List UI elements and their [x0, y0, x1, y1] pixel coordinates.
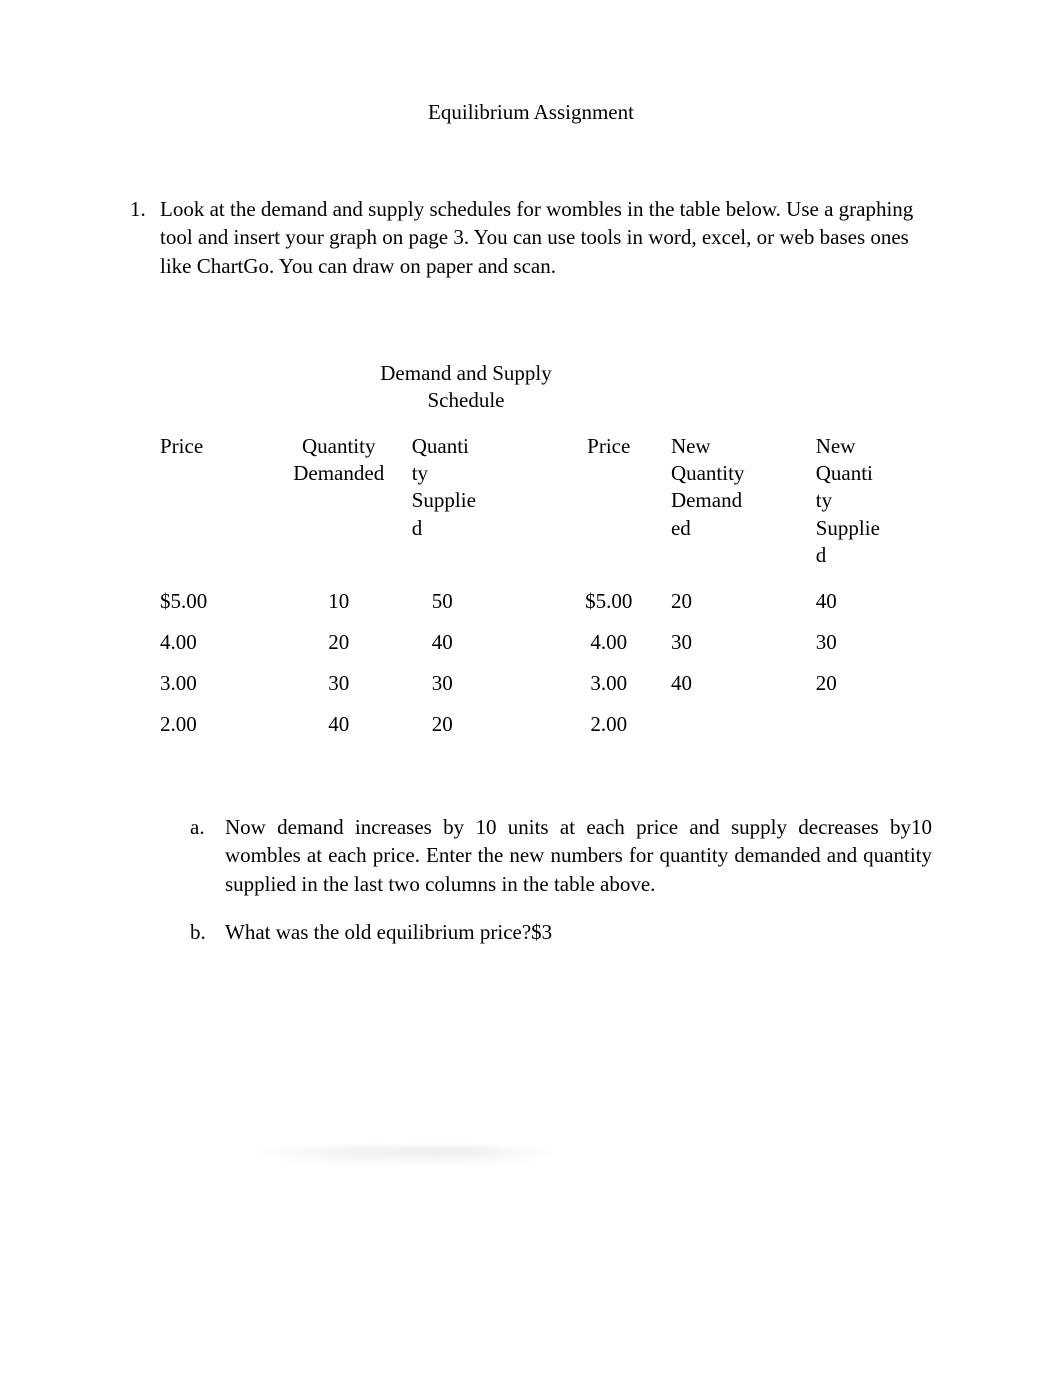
col-header-nqs-l2: Quanti: [816, 461, 873, 485]
cell-price: 2.00: [160, 712, 266, 753]
col-header-qs-l4: d: [412, 516, 423, 540]
schedule-table: Price Quantity Demanded Quanti ty Suppli…: [160, 433, 932, 753]
col-header-quantity-supplied: Quanti ty Supplie d: [412, 433, 547, 589]
cell-qs: 50: [412, 589, 547, 630]
cell-qd: 20: [266, 630, 412, 671]
cell-qs: 20: [412, 712, 547, 753]
col-header-nqs-l4: Supplie: [816, 516, 880, 540]
col-header-qs-l2: ty: [412, 461, 428, 485]
col-header-nqd-l2: Quantity: [671, 461, 745, 485]
sub-a-letter: a.: [190, 813, 225, 898]
col-header-new-quantity-supplied: New Quanti ty Supplie d: [816, 433, 932, 589]
table-row: 3.00 30 30 3.00 40 20: [160, 671, 932, 712]
sub-questions: a. Now demand increases by 10 units at e…: [190, 813, 932, 946]
question-1-text: Look at the demand and supply schedules …: [160, 195, 932, 280]
table-title-line1: Demand and Supply: [380, 361, 551, 385]
col-header-nqs-l5: d: [816, 543, 827, 567]
col-header-qd-l1: Quantity: [302, 434, 376, 458]
col-header-nqd-l3: Demand: [671, 488, 742, 512]
cell-price: $5.00: [160, 589, 266, 630]
col-header-new-quantity-demanded: New Quantity Demand ed: [671, 433, 816, 589]
cell-nqd: 20: [671, 589, 816, 630]
cell-price2: 3.00: [547, 671, 671, 712]
cell-price2: 2.00: [547, 712, 671, 753]
cell-nqd: [671, 712, 816, 753]
col-header-quantity-demanded: Quantity Demanded: [266, 433, 412, 589]
schedule-table-wrap: Demand and Supply Schedule Price Quantit…: [160, 360, 932, 753]
cell-qs: 30: [412, 671, 547, 712]
sub-a-text: Now demand increases by 10 units at each…: [225, 813, 932, 898]
table-row: $5.00 10 50 $5.00 20 40: [160, 589, 932, 630]
col-header-nqd-l1: New: [671, 434, 711, 458]
col-header-nqs-l1: New: [816, 434, 856, 458]
col-header-nqd-l4: ed: [671, 516, 691, 540]
cell-nqs: 30: [816, 630, 932, 671]
sub-b-text: What was the old equilibrium price?$3: [225, 918, 932, 946]
col-header-price2: Price: [547, 433, 671, 589]
table-body: $5.00 10 50 $5.00 20 40 4.00 20 40 4.00 …: [160, 589, 932, 753]
table-title-line2: Schedule: [428, 388, 505, 412]
table-header-row: Price Quantity Demanded Quanti ty Suppli…: [160, 433, 932, 589]
cell-nqs: 40: [816, 589, 932, 630]
col-header-nqs-l3: ty: [816, 488, 832, 512]
sub-question-b: b. What was the old equilibrium price?$3: [190, 918, 932, 946]
table-title: Demand and Supply Schedule: [160, 360, 932, 415]
col-header-price: Price: [160, 433, 266, 589]
cell-price: 4.00: [160, 630, 266, 671]
cell-nqs: 20: [816, 671, 932, 712]
sub-b-letter: b.: [190, 918, 225, 946]
question-1: 1. Look at the demand and supply schedul…: [130, 195, 932, 280]
cell-qd: 10: [266, 589, 412, 630]
col-header-qd-l2: Demanded: [293, 461, 384, 485]
table-row: 2.00 40 20 2.00: [160, 712, 932, 753]
sub-question-a: a. Now demand increases by 10 units at e…: [190, 813, 932, 898]
blur-shadow-decoration: [340, 1147, 600, 1177]
cell-price2: 4.00: [547, 630, 671, 671]
col-header-qs-l3: Supplie: [412, 488, 476, 512]
cell-price: 3.00: [160, 671, 266, 712]
page-title: Equilibrium Assignment: [130, 100, 932, 125]
col-header-qs-l1: Quanti: [412, 434, 469, 458]
document-page: Equilibrium Assignment 1. Look at the de…: [0, 0, 1062, 946]
cell-qs: 40: [412, 630, 547, 671]
cell-price2: $5.00: [547, 589, 671, 630]
cell-nqs: [816, 712, 932, 753]
cell-qd: 30: [266, 671, 412, 712]
cell-nqd: 30: [671, 630, 816, 671]
table-row: 4.00 20 40 4.00 30 30: [160, 630, 932, 671]
cell-qd: 40: [266, 712, 412, 753]
question-1-number: 1.: [130, 195, 160, 280]
cell-nqd: 40: [671, 671, 816, 712]
